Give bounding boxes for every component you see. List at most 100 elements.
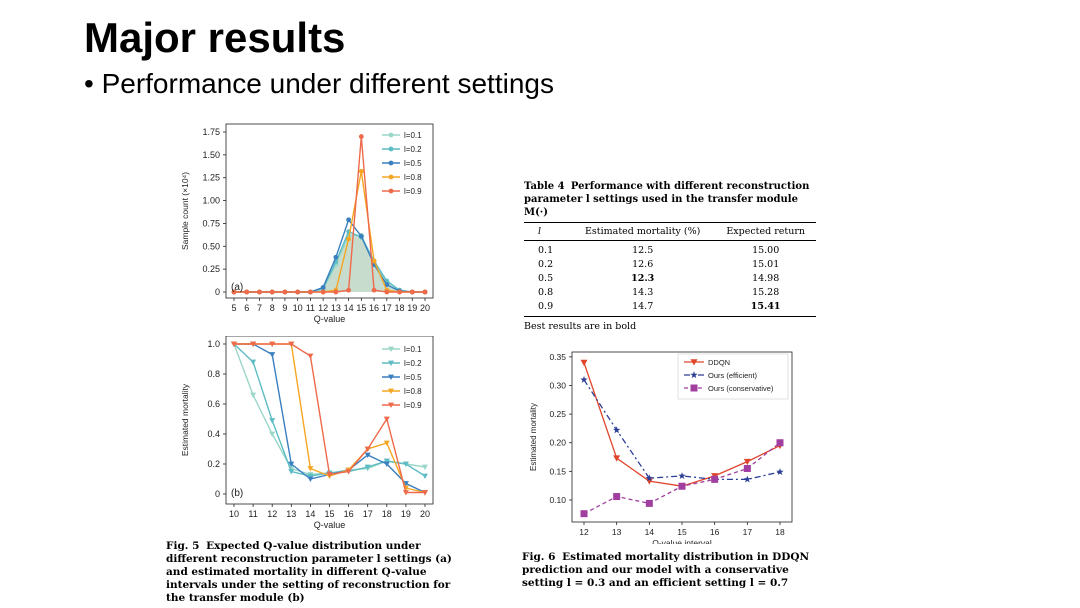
- table-cell-return: 15.01: [752, 259, 780, 270]
- x-tick-label: 9: [282, 303, 287, 313]
- x-tick-label: 17: [743, 527, 753, 537]
- x-tick-label: 14: [305, 509, 315, 519]
- table-header-row: l Estimated mortality (%) Expected retur…: [524, 222, 816, 241]
- figure-5-caption-label: Fig. 5: [166, 540, 200, 552]
- x-tick-label: 8: [270, 303, 275, 313]
- legend-marker: [388, 346, 394, 352]
- data-point: [244, 289, 250, 295]
- data-point: [320, 285, 326, 290]
- legend-label: l=0.8: [404, 387, 422, 396]
- legend-marker: [388, 360, 394, 366]
- table-cell-mortality: 14.7: [570, 300, 716, 317]
- x-tick-label: 18: [382, 509, 392, 519]
- x-axis-label: Q-value interval: [652, 538, 712, 544]
- data-point: [333, 254, 339, 260]
- table-cell-l: 0.2: [538, 259, 554, 270]
- data-point: [231, 341, 237, 347]
- x-tick-label: 13: [612, 527, 622, 537]
- data-point: [371, 287, 377, 293]
- data-point: [346, 287, 351, 293]
- data-point: [269, 418, 276, 424]
- figure-5b: 0 0.2 0.4 0.6 0.8 1.0 10 11 12 13 14 15 16 17 18 19 20 Q-…: [178, 336, 448, 536]
- data-point: [384, 289, 390, 295]
- y-tick-label: 0.6: [207, 399, 220, 409]
- legend-label: l=0.8: [404, 173, 422, 182]
- table-4-caption-text: Performance with different reconstructio…: [524, 181, 810, 218]
- legend-marker: [388, 146, 394, 152]
- data-point: [250, 341, 257, 347]
- x-tick-label: 15: [356, 303, 366, 313]
- data-point: [307, 466, 314, 472]
- data-point: [422, 289, 428, 295]
- legend-marker: [690, 371, 698, 379]
- data-point: [308, 289, 313, 295]
- legend-marker: [388, 402, 394, 408]
- data-point: [402, 461, 409, 467]
- data-point: [743, 475, 751, 483]
- x-tick-label: 14: [645, 527, 655, 537]
- legend-marker: [388, 374, 394, 380]
- data-point: [383, 416, 390, 422]
- x-tick-label: 19: [407, 303, 417, 313]
- data-point: [307, 476, 314, 482]
- data-point: [402, 481, 409, 487]
- figure-5a: 0 0.25 0.50 0.75 1.00 1.25 1.50 1.75 5 6 7 8 9 10 11 12…: [178, 116, 448, 336]
- x-tick-label: 16: [710, 527, 720, 537]
- figure-6-caption-label: Fig. 6: [522, 551, 556, 563]
- data-point: [678, 472, 686, 479]
- x-tick-label: 19: [401, 509, 411, 519]
- table-4: Table 4 Performance with different recon…: [524, 180, 816, 332]
- x-tick-label: 13: [286, 509, 296, 519]
- data-point: [711, 475, 719, 483]
- data-point: [409, 289, 415, 295]
- legend-marker: [388, 174, 394, 180]
- y-tick-label: 0.30: [549, 380, 566, 390]
- legend-marker: [690, 384, 698, 392]
- x-tick-label: 14: [344, 303, 354, 313]
- y-tick-label: 0.4: [207, 429, 220, 439]
- data-point: [269, 431, 276, 437]
- data-point: [326, 472, 333, 478]
- table-4-caption-label: Table 4: [524, 181, 565, 192]
- x-tick-label: 11: [248, 509, 257, 519]
- data-point: [345, 469, 352, 475]
- data-point: [288, 341, 295, 347]
- x-tick-label: 20: [420, 303, 430, 313]
- legend-marker: [388, 388, 394, 394]
- table-cell-mortality: 14.3: [632, 287, 654, 298]
- x-tick-label: 18: [395, 303, 405, 313]
- legend-label: l=0.5: [404, 159, 422, 168]
- legend-marker: [690, 359, 698, 366]
- data-point: [383, 440, 390, 446]
- data-point: [295, 289, 301, 295]
- data-point: [288, 469, 295, 475]
- x-tick-label: 16: [369, 303, 379, 313]
- table-cell-return: 14.98: [752, 273, 780, 284]
- x-tick-label: 15: [677, 527, 687, 537]
- slide-bullet: • Performance under different settings: [84, 68, 554, 99]
- data-point: [250, 359, 257, 365]
- x-axis-label: Q-value: [314, 314, 346, 324]
- x-tick-label: 5: [231, 303, 236, 313]
- legend-label: l=0.1: [404, 345, 422, 354]
- x-tick-label: 13: [331, 303, 341, 313]
- x-tick-label: 10: [229, 509, 239, 519]
- data-point: [776, 439, 784, 447]
- figure-6-caption-text: Estimated mortality distribution in DDQN…: [522, 551, 810, 589]
- data-point: [383, 458, 390, 464]
- x-tick-label: 7: [257, 303, 262, 313]
- panel-label: (b): [231, 488, 243, 499]
- data-point: [580, 510, 588, 518]
- table-cell-l: 0.8: [538, 287, 554, 298]
- x-tick-label: 6: [244, 303, 249, 313]
- x-tick-label: 16: [344, 509, 354, 519]
- x-tick-label: 20: [420, 509, 430, 519]
- data-point: [257, 289, 262, 295]
- data-point: [364, 452, 371, 458]
- figure-6-caption: Fig. 6 Estimated mortality distribution …: [522, 551, 822, 590]
- figure-5-caption: Fig. 5 Expected Q-value distribution und…: [166, 540, 466, 605]
- data-point: [613, 426, 621, 434]
- x-tick-label: 10: [293, 303, 303, 313]
- figure-6-svg: 0.10 0.15 0.20 0.25 0.30 0.35 12 13 14 15 16 17 18 Q-…: [529, 351, 793, 544]
- legend-label: Ours (conservative): [708, 384, 774, 393]
